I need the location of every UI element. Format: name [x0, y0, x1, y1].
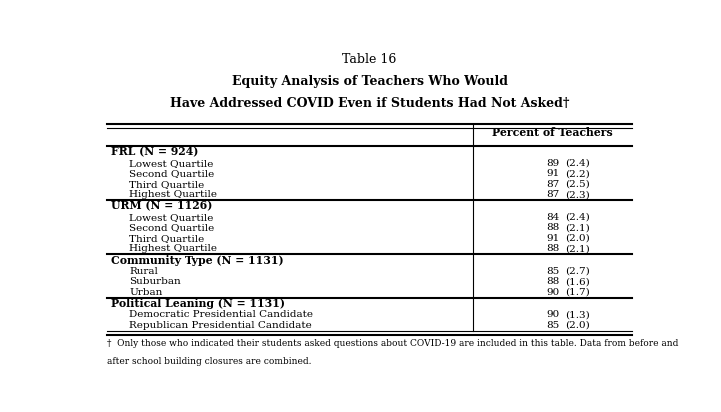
- Text: 90: 90: [547, 288, 559, 297]
- Text: Have Addressed COVID Even if Students Had Not Asked†: Have Addressed COVID Even if Students Ha…: [169, 97, 570, 110]
- Text: 90: 90: [547, 310, 559, 319]
- Text: (2.0): (2.0): [565, 234, 590, 243]
- Text: Second Quartile: Second Quartile: [129, 223, 214, 232]
- Text: (2.1): (2.1): [565, 244, 590, 253]
- Text: (2.5): (2.5): [565, 180, 590, 189]
- Text: 91: 91: [547, 169, 559, 178]
- Text: 91: 91: [547, 234, 559, 243]
- Text: Rural: Rural: [129, 267, 158, 276]
- Text: (2.4): (2.4): [565, 213, 590, 222]
- Text: Table 16: Table 16: [342, 53, 397, 66]
- Text: Lowest Quartile: Lowest Quartile: [129, 159, 213, 168]
- Text: (2.4): (2.4): [565, 159, 590, 168]
- Text: Third Quartile: Third Quartile: [129, 234, 205, 243]
- Text: 88: 88: [547, 223, 559, 232]
- Text: (1.3): (1.3): [565, 310, 590, 319]
- Text: 85: 85: [547, 267, 559, 276]
- Text: Equity Analysis of Teachers Who Would: Equity Analysis of Teachers Who Would: [231, 75, 508, 88]
- Text: Republican Presidential Candidate: Republican Presidential Candidate: [129, 321, 312, 330]
- Text: 88: 88: [547, 277, 559, 286]
- Text: Democratic Presidential Candidate: Democratic Presidential Candidate: [129, 310, 313, 319]
- Text: (2.1): (2.1): [565, 223, 590, 232]
- Text: URM (N = 1126): URM (N = 1126): [111, 201, 213, 212]
- Text: Second Quartile: Second Quartile: [129, 169, 214, 178]
- Text: †  Only those who indicated their students asked questions about COVID-19 are in: † Only those who indicated their student…: [107, 339, 678, 349]
- Text: 89: 89: [547, 159, 559, 168]
- Text: Third Quartile: Third Quartile: [129, 180, 205, 189]
- Text: (2.2): (2.2): [565, 169, 590, 178]
- Text: (2.7): (2.7): [565, 267, 590, 276]
- Text: Percent of Teachers: Percent of Teachers: [492, 126, 613, 138]
- Text: Suburban: Suburban: [129, 277, 181, 286]
- Text: Highest Quartile: Highest Quartile: [129, 244, 217, 253]
- Text: 87: 87: [547, 190, 559, 199]
- Text: Political Leaning (N = 1131): Political Leaning (N = 1131): [111, 298, 286, 309]
- Text: 88: 88: [547, 244, 559, 253]
- Text: 85: 85: [547, 321, 559, 330]
- Text: FRL (N = 924): FRL (N = 924): [111, 147, 199, 158]
- Text: 87: 87: [547, 180, 559, 189]
- Text: Highest Quartile: Highest Quartile: [129, 190, 217, 199]
- Text: (2.3): (2.3): [565, 190, 590, 199]
- Text: Urban: Urban: [129, 288, 163, 297]
- Text: (2.0): (2.0): [565, 321, 590, 330]
- Text: 84: 84: [547, 213, 559, 222]
- Text: Lowest Quartile: Lowest Quartile: [129, 213, 213, 222]
- Text: Community Type (N = 1131): Community Type (N = 1131): [111, 255, 284, 266]
- Text: (1.7): (1.7): [565, 288, 590, 297]
- Text: after school building closures are combined.: after school building closures are combi…: [107, 357, 311, 366]
- Text: (1.6): (1.6): [565, 277, 590, 286]
